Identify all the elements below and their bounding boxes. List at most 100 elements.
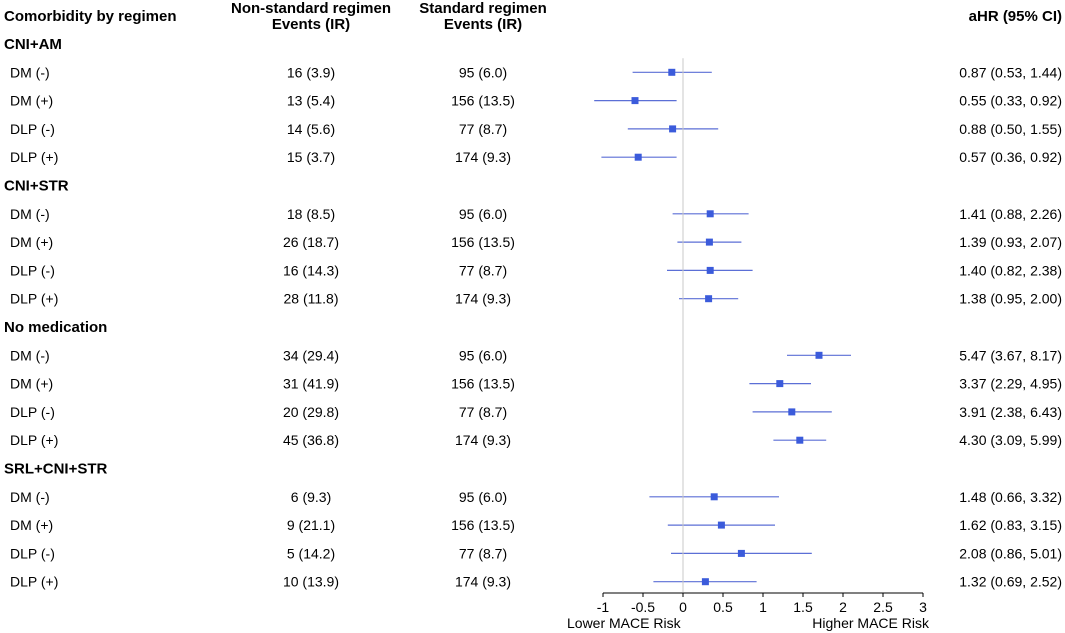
ahr-value: 1.48 (0.66, 3.32) bbox=[959, 489, 1062, 505]
point-estimate-marker bbox=[669, 125, 677, 133]
header-ahr: aHR (95% CI) bbox=[969, 8, 1062, 25]
ahr-value: 1.40 (0.82, 2.38) bbox=[959, 262, 1062, 278]
ahr-value: 1.39 (0.93, 2.07) bbox=[959, 234, 1062, 250]
ahr-value: 3.37 (2.29, 4.95) bbox=[959, 376, 1062, 392]
x-tick-label: 3 bbox=[919, 599, 927, 615]
x-tick-label: 2 bbox=[839, 599, 847, 615]
ahr-value: 1.41 (0.88, 2.26) bbox=[959, 206, 1062, 222]
x-tick-label: 0.5 bbox=[713, 599, 733, 615]
group-label: CNI+STR bbox=[4, 178, 69, 195]
x-axis-label-lower: Lower MACE Risk bbox=[567, 615, 682, 631]
row-label: DM (-) bbox=[10, 64, 50, 80]
ahr-value: 4.30 (3.09, 5.99) bbox=[959, 432, 1062, 448]
point-estimate-marker bbox=[796, 436, 804, 444]
nonstandard-events: 18 (8.5) bbox=[287, 206, 335, 222]
x-tick-label: -1 bbox=[597, 599, 610, 615]
nonstandard-events: 10 (13.9) bbox=[283, 574, 339, 590]
ahr-value: 1.38 (0.95, 2.00) bbox=[959, 291, 1062, 307]
row-label: DM (+) bbox=[10, 93, 53, 109]
row-label: DLP (+) bbox=[10, 432, 58, 448]
row-label: DM (+) bbox=[10, 234, 53, 250]
standard-events: 95 (6.0) bbox=[459, 64, 507, 80]
x-tick-label: 1.5 bbox=[793, 599, 813, 615]
point-estimate-marker bbox=[717, 521, 725, 529]
nonstandard-events: 28 (11.8) bbox=[284, 291, 339, 307]
row-label: DLP (+) bbox=[10, 574, 58, 590]
nonstandard-events: 34 (29.4) bbox=[283, 347, 339, 363]
group-label: SRL+CNI+STR bbox=[4, 461, 108, 478]
x-tick-label: 1 bbox=[759, 599, 767, 615]
point-estimate-marker bbox=[706, 210, 714, 218]
ahr-value: 2.08 (0.86, 5.01) bbox=[959, 545, 1062, 561]
nonstandard-events: 13 (5.4) bbox=[287, 93, 335, 109]
standard-events: 174 (9.3) bbox=[455, 149, 511, 165]
row-label: DLP (+) bbox=[10, 291, 58, 307]
point-estimate-marker bbox=[737, 549, 745, 557]
ahr-value: 3.91 (2.38, 6.43) bbox=[959, 404, 1062, 420]
standard-events: 95 (6.0) bbox=[459, 206, 507, 222]
point-estimate-marker bbox=[631, 97, 639, 105]
row-label: DLP (-) bbox=[10, 121, 55, 137]
nonstandard-events: 6 (9.3) bbox=[291, 489, 331, 505]
row-label: DLP (+) bbox=[10, 149, 58, 165]
nonstandard-events: 5 (14.2) bbox=[287, 545, 335, 561]
standard-events: 156 (13.5) bbox=[451, 93, 515, 109]
point-estimate-marker bbox=[706, 266, 714, 274]
ahr-value: 0.55 (0.33, 0.92) bbox=[959, 93, 1062, 109]
ahr-value: 1.62 (0.83, 3.15) bbox=[959, 517, 1062, 533]
standard-events: 95 (6.0) bbox=[459, 489, 507, 505]
standard-events: 156 (13.5) bbox=[451, 376, 515, 392]
ahr-value: 1.32 (0.69, 2.52) bbox=[959, 574, 1062, 590]
header-comorbidity: Comorbidity by regimen bbox=[4, 8, 177, 25]
x-tick-label: -0.5 bbox=[631, 599, 655, 615]
point-estimate-marker bbox=[634, 153, 642, 161]
standard-events: 95 (6.0) bbox=[459, 347, 507, 363]
group-label: CNI+AM bbox=[4, 36, 62, 53]
point-estimate-marker bbox=[705, 295, 713, 303]
ahr-value: 0.88 (0.50, 1.55) bbox=[959, 121, 1062, 137]
standard-events: 174 (9.3) bbox=[455, 291, 511, 307]
ahr-value: 0.57 (0.36, 0.92) bbox=[959, 149, 1062, 165]
row-label: DM (+) bbox=[10, 376, 53, 392]
nonstandard-events: 16 (14.3) bbox=[283, 262, 339, 278]
row-label: DLP (-) bbox=[10, 404, 55, 420]
nonstandard-events: 26 (18.7) bbox=[283, 234, 339, 250]
point-estimate-marker bbox=[710, 493, 718, 501]
standard-events: 174 (9.3) bbox=[455, 432, 511, 448]
point-estimate-marker bbox=[668, 68, 676, 76]
point-estimate-marker bbox=[788, 408, 796, 416]
nonstandard-events: 31 (41.9) bbox=[283, 376, 339, 392]
standard-events: 77 (8.7) bbox=[459, 404, 507, 420]
point-estimate-marker bbox=[705, 238, 713, 246]
header-standard-line1: Standard regimen bbox=[419, 0, 547, 17]
header-nonstandard-line1: Non-standard regimen bbox=[231, 0, 391, 17]
ahr-value: 5.47 (3.67, 8.17) bbox=[959, 347, 1062, 363]
standard-events: 156 (13.5) bbox=[451, 234, 515, 250]
nonstandard-events: 15 (3.7) bbox=[287, 149, 335, 165]
x-tick-label: 0 bbox=[679, 599, 687, 615]
standard-events: 77 (8.7) bbox=[459, 262, 507, 278]
row-label: DLP (-) bbox=[10, 262, 55, 278]
point-estimate-marker bbox=[815, 351, 823, 359]
row-label: DM (-) bbox=[10, 489, 50, 505]
x-axis-label-higher: Higher MACE Risk bbox=[812, 615, 930, 631]
point-estimate-marker bbox=[776, 380, 784, 388]
nonstandard-events: 45 (36.8) bbox=[283, 432, 339, 448]
header-nonstandard-line2: Events (IR) bbox=[272, 16, 350, 33]
standard-events: 77 (8.7) bbox=[459, 121, 507, 137]
point-estimate-marker bbox=[701, 578, 709, 586]
row-label: DM (-) bbox=[10, 347, 50, 363]
standard-events: 174 (9.3) bbox=[455, 574, 511, 590]
nonstandard-events: 9 (21.1) bbox=[287, 517, 335, 533]
nonstandard-events: 16 (3.9) bbox=[287, 64, 335, 80]
nonstandard-events: 20 (29.8) bbox=[283, 404, 339, 420]
nonstandard-events: 14 (5.6) bbox=[287, 121, 335, 137]
row-label: DM (-) bbox=[10, 206, 50, 222]
header-standard-line2: Events (IR) bbox=[444, 16, 522, 33]
group-label: No medication bbox=[4, 319, 107, 336]
standard-events: 77 (8.7) bbox=[459, 545, 507, 561]
row-label: DLP (-) bbox=[10, 545, 55, 561]
standard-events: 156 (13.5) bbox=[451, 517, 515, 533]
row-label: DM (+) bbox=[10, 517, 53, 533]
